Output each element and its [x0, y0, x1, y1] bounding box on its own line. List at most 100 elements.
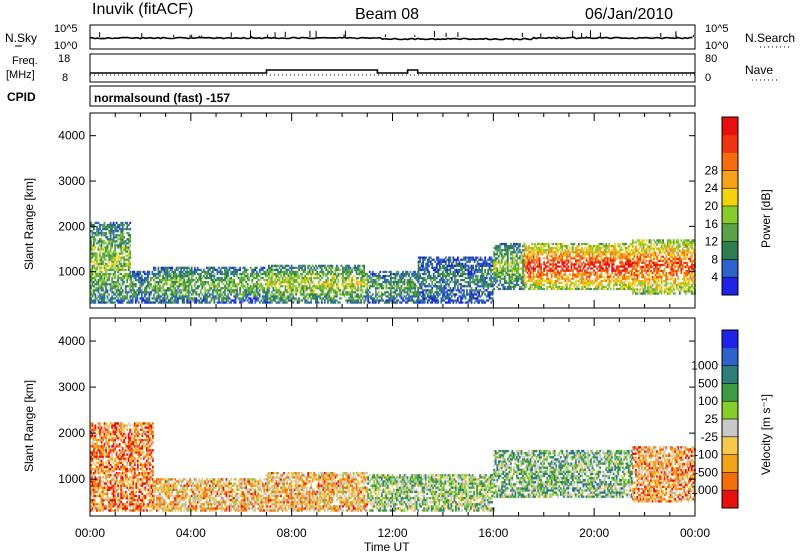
power-echo-cell [240, 297, 243, 300]
power-echo-cell [540, 271, 542, 274]
power-echo-cell [435, 256, 438, 259]
power-echo-cell [317, 272, 320, 276]
power-echo-cell [532, 269, 535, 272]
power-echo-cell [528, 261, 530, 264]
power-echo-cell [99, 223, 101, 227]
power-echo-cell [546, 253, 549, 256]
power-echo-cell [441, 264, 444, 267]
power-echo-cell [140, 289, 143, 292]
power-echo-cell [481, 270, 483, 274]
power-echo-cell [529, 251, 532, 254]
power-echo-cell [425, 289, 428, 292]
power-echo-cell [239, 289, 241, 292]
power-echo-cell [429, 279, 432, 282]
power-echo-cell [289, 281, 291, 284]
power-echo-cell [124, 268, 127, 272]
power-echo-cell [558, 257, 561, 260]
power-echo-cell [446, 274, 449, 278]
power-echo-cell [511, 253, 514, 256]
power-echo-cell [497, 273, 500, 276]
power-echo-cell [360, 272, 362, 276]
power-echo-cell [94, 258, 97, 261]
power-echo-cell [234, 299, 237, 302]
power-echo-cell [166, 289, 169, 292]
power-echo-cell [97, 287, 100, 290]
power-echo-cell [118, 234, 121, 237]
power-echo-cell [511, 281, 514, 284]
power-echo-cell [597, 287, 600, 291]
power-echo-cell [123, 223, 126, 227]
power-echo-cell [230, 293, 232, 296]
power-echo-cell [147, 276, 149, 280]
power-echo-cell [111, 281, 113, 284]
power-echo-cell [123, 256, 126, 259]
power-echo-cell [506, 249, 509, 252]
power-echo-cell [166, 293, 169, 296]
power-echo-cell [614, 259, 617, 262]
power-echo-cell [290, 272, 293, 276]
power-echo-cell [268, 270, 270, 274]
power-echo-cell [168, 270, 170, 274]
power-echo-cell [271, 291, 273, 294]
power-echo-cell [596, 279, 598, 282]
power-echo-cell [117, 225, 119, 229]
power-echo-cell [90, 293, 92, 296]
power-echo-cell [555, 242, 558, 246]
power-echo-cell [529, 257, 532, 260]
power-echo-cell [387, 299, 389, 302]
power-echo-cell [198, 285, 201, 288]
power-echo-cell [457, 299, 459, 302]
power-echo-cell [160, 295, 163, 298]
power-echo-cell [127, 252, 130, 255]
power-echo-cell [420, 301, 423, 304]
power-echo-cell [310, 299, 313, 302]
power-echo-cell [187, 270, 190, 274]
power-echo-cell [233, 295, 235, 298]
power-echo-cell [434, 266, 437, 269]
power-echo-cell [333, 295, 335, 298]
power-echo-cell [534, 275, 536, 278]
power-echo-cell [449, 266, 452, 269]
power-echo-cell [114, 250, 116, 253]
power-echo-cell [120, 262, 123, 265]
power-echo-cell [357, 266, 359, 269]
power-echo-cell [420, 268, 423, 272]
power-echo-cell [174, 297, 176, 300]
power-echo-cell [475, 283, 477, 286]
power-echo-cell [192, 274, 195, 278]
power-echo-cell [537, 285, 539, 289]
power-echo-cell [605, 255, 608, 258]
power-echo-cell [281, 266, 284, 269]
power-echo-cell [476, 276, 479, 280]
power-echo-cell [298, 268, 300, 272]
power-echo-cell [503, 261, 506, 264]
power-echo-cell [121, 242, 124, 245]
power-echo-cell [508, 245, 511, 248]
power-echo-cell [210, 274, 213, 278]
power-echo-cell [584, 269, 586, 272]
power-echo-cell [354, 299, 356, 302]
power-echo-cell [452, 258, 455, 261]
power-echo-cell [151, 276, 154, 280]
power-echo-cell [327, 268, 329, 272]
power-echo-cell [620, 285, 623, 289]
power-echo-cell [183, 297, 186, 300]
power-echo-cell [112, 293, 115, 296]
power-echo-cell [111, 225, 113, 229]
power-echo-cell [275, 268, 278, 272]
power-echo-cell [228, 281, 231, 284]
power-echo-cell [94, 279, 97, 282]
power-echo-cell [263, 279, 266, 282]
power-echo-cell [448, 285, 450, 288]
power-echo-cell [431, 299, 434, 302]
power-echo-cell [175, 272, 178, 276]
power-echo-cell [473, 260, 476, 263]
power-echo-cell [134, 293, 137, 296]
power-echo-cell [237, 293, 240, 296]
power-echo-cell [333, 281, 335, 284]
power-echo-cell [153, 295, 155, 298]
power-echo-cell [564, 283, 567, 286]
power-echo-cell [317, 264, 320, 267]
power-echo-cell [310, 281, 313, 284]
power-echo-cell [570, 265, 573, 268]
